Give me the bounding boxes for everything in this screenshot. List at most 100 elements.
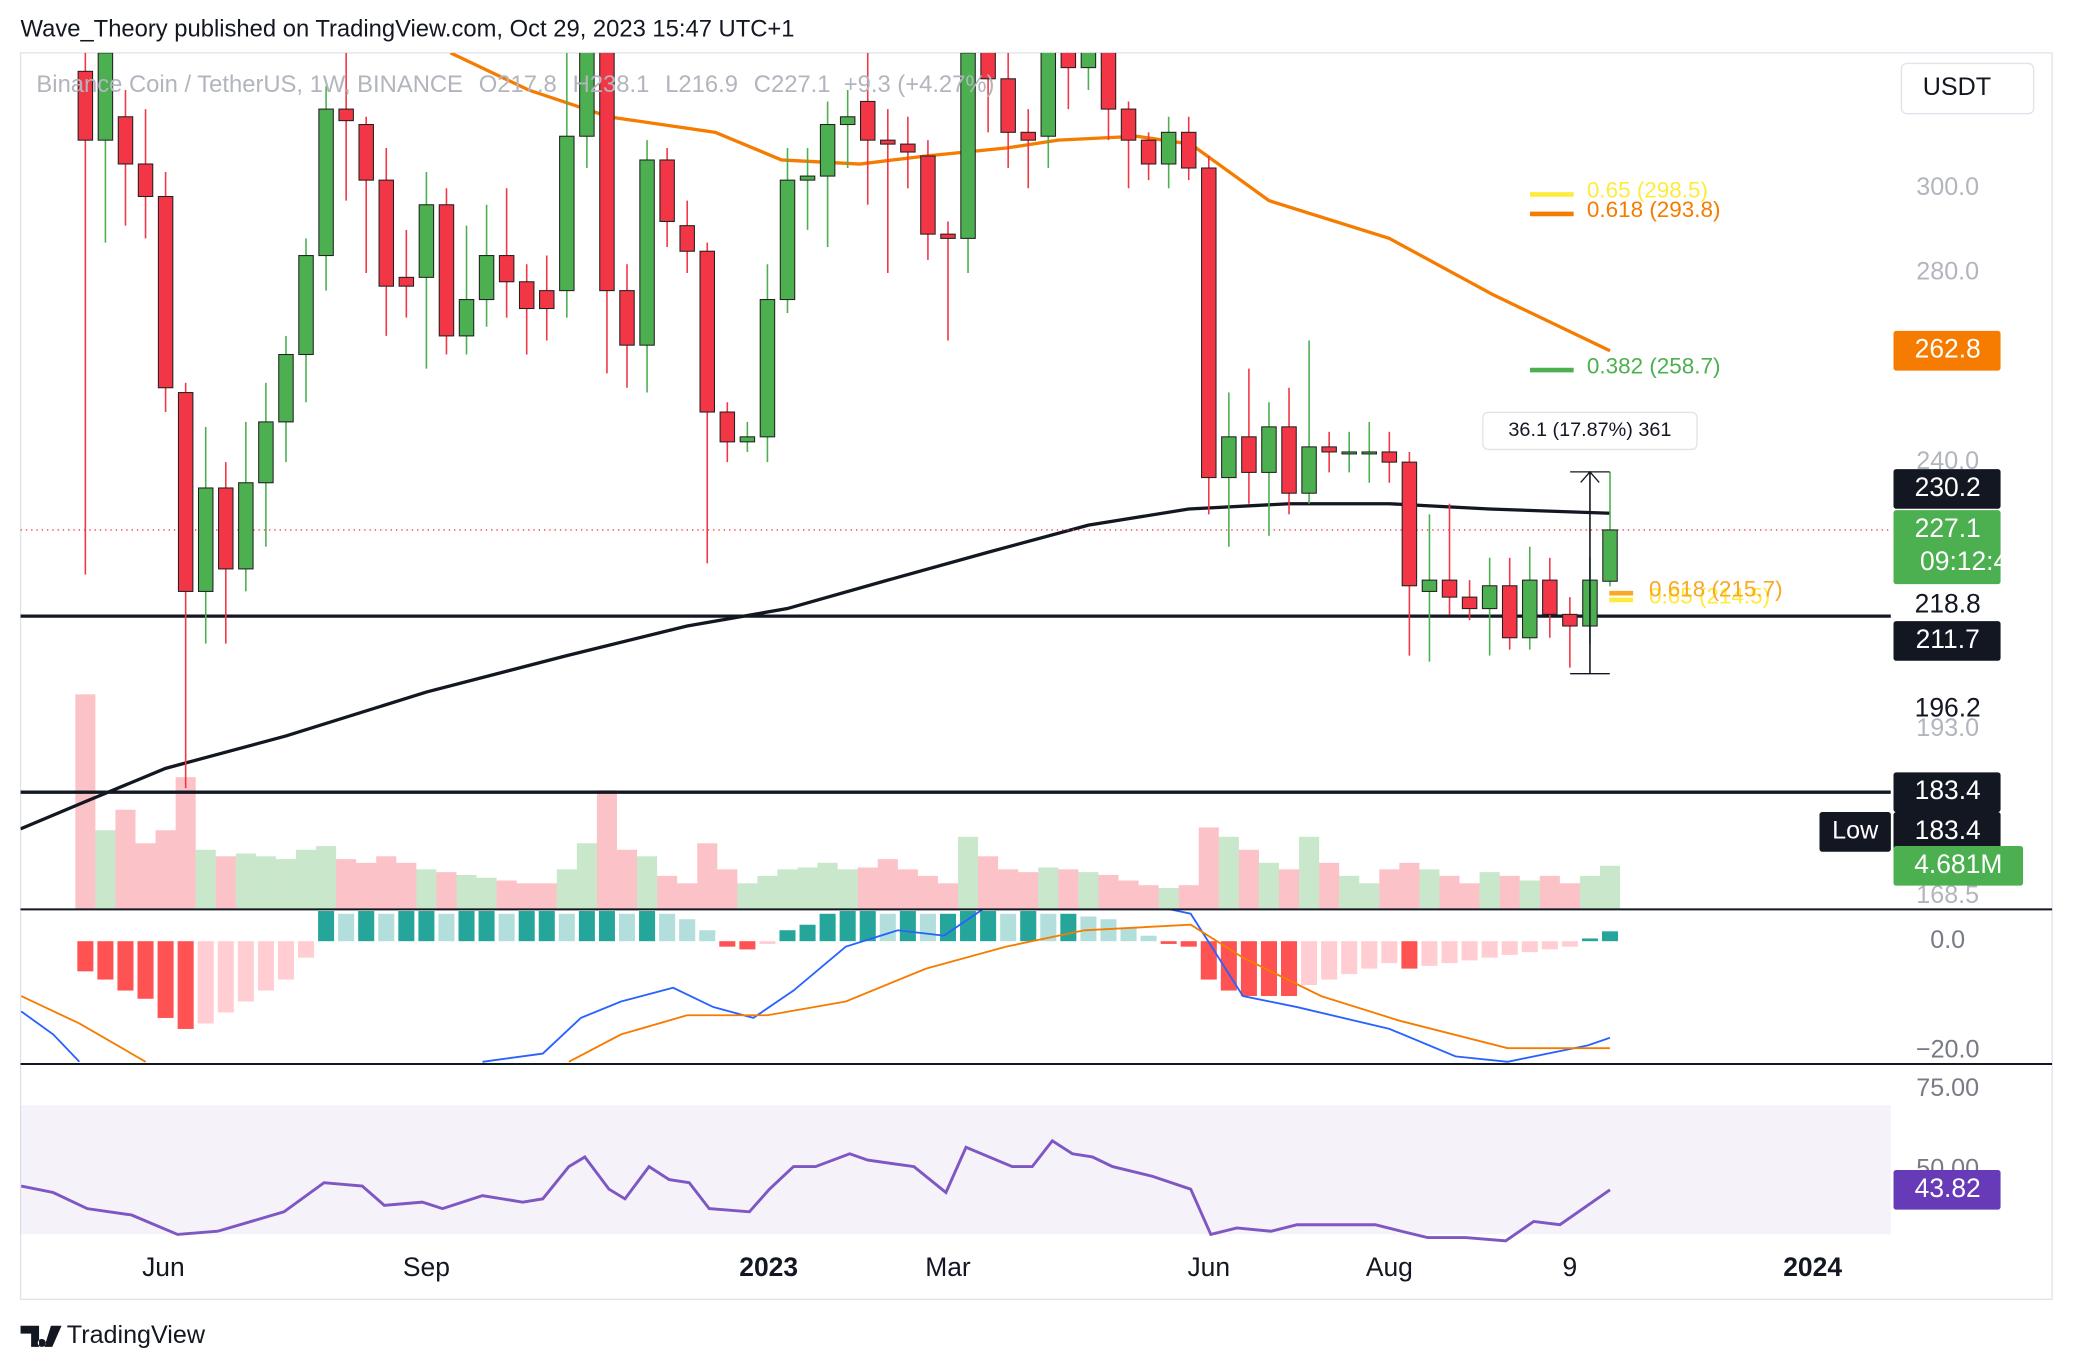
volume-bar <box>857 867 878 910</box>
candle-body <box>77 70 94 141</box>
footer: TradingView <box>67 1321 206 1349</box>
macd-histogram <box>97 941 114 980</box>
volume-bar <box>576 843 597 910</box>
volume-bar <box>1579 875 1600 910</box>
volume-bar <box>1499 875 1520 910</box>
candle-body <box>1281 426 1297 494</box>
candle-body <box>1602 529 1618 582</box>
volume-bar <box>1198 827 1219 910</box>
candle-body <box>1321 446 1337 453</box>
x-tick-label: Jun <box>1187 1252 1230 1282</box>
macd-histogram <box>197 941 214 1024</box>
candle-body <box>1461 596 1478 610</box>
legend-key: H <box>573 71 590 98</box>
candle-body <box>920 155 936 235</box>
macd-histogram <box>1240 941 1257 997</box>
candle-body <box>177 392 194 592</box>
volume-bar <box>1559 883 1580 910</box>
header: Wave_Theory published on TradingView.com… <box>21 16 795 43</box>
macd-histogram <box>237 941 254 1002</box>
legend-key: L <box>665 71 678 98</box>
volume-bar <box>115 809 136 910</box>
legend-key: C <box>754 71 771 98</box>
volume-bar <box>476 877 497 910</box>
candle-body <box>1441 579 1458 598</box>
macd-histogram <box>358 911 375 942</box>
volume-bar <box>637 856 658 910</box>
candle-body <box>1180 131 1197 169</box>
macd-histogram <box>1200 941 1217 980</box>
volume-bar <box>295 849 317 910</box>
macd-histogram <box>1000 913 1017 942</box>
macd-histogram <box>1140 935 1157 942</box>
countdown: 09:12:44 <box>1920 546 2023 576</box>
macd-histogram <box>1581 938 1598 942</box>
macd-line <box>20 909 1611 1063</box>
fib-label: 0.65 (298.5) <box>1587 178 1708 203</box>
candle-body <box>458 299 475 337</box>
candle-body <box>1361 451 1378 455</box>
candle-body <box>1522 579 1538 639</box>
legend-key: O <box>479 71 498 98</box>
volume-bar <box>837 869 858 910</box>
candle-body <box>1341 451 1357 455</box>
macd-histogram <box>1020 911 1037 942</box>
currency[interactable]: USDT <box>1923 73 1991 101</box>
macd-histogram <box>318 911 335 942</box>
macd-histogram <box>1080 916 1097 942</box>
candle-body <box>238 482 254 570</box>
candle-body <box>599 52 615 292</box>
macd-histogram <box>739 941 756 950</box>
rsi-label: 43.82 <box>1915 1173 1981 1203</box>
volume-bar <box>757 875 778 910</box>
candle-body <box>117 116 134 165</box>
axis-label-box <box>1893 510 2001 585</box>
macd-histogram <box>117 941 134 991</box>
candle-body <box>97 52 114 141</box>
currency-box[interactable] <box>1900 62 2035 115</box>
volume-bar <box>1058 869 1079 910</box>
volume-bar <box>356 862 377 910</box>
macd-histogram <box>1521 941 1538 953</box>
measure-label: 36.1 (17.87%) 361 <box>1508 419 1671 441</box>
candle-body <box>900 143 916 153</box>
volume-bar <box>1018 872 1039 910</box>
legend-value: 217.8 <box>497 71 557 98</box>
volume-bar <box>516 883 537 910</box>
candle-body <box>418 204 435 278</box>
volume-bar <box>135 843 156 910</box>
x-tick-label: 9 <box>1563 1252 1578 1282</box>
volume-bar <box>1278 869 1300 910</box>
macd-histogram <box>398 911 415 942</box>
volume-bar <box>396 862 417 910</box>
candle-body <box>338 108 354 122</box>
candle-body <box>197 487 214 592</box>
volume-bar <box>1319 862 1340 910</box>
volume-bar <box>1038 867 1059 910</box>
candle-body <box>378 179 395 287</box>
candle-body <box>1261 426 1277 473</box>
macd-histogram <box>1541 941 1558 950</box>
macd-histogram <box>558 913 575 942</box>
volume-bar <box>616 849 638 910</box>
axis-label-box <box>1893 330 2001 371</box>
macd-histogram <box>1180 941 1197 947</box>
candle-body <box>759 299 776 438</box>
macd-histogram <box>699 930 716 942</box>
measure-arrow <box>1580 470 1600 483</box>
fib-label: 0.618 (215.7) <box>1649 576 1783 601</box>
macd-histogram <box>77 941 94 972</box>
candle-body <box>1421 579 1438 592</box>
macd-histogram <box>1561 941 1578 947</box>
axis-label-box <box>1893 621 2001 661</box>
volume-bar <box>496 880 517 910</box>
macd-histogram <box>598 911 615 942</box>
candle-body <box>659 159 675 222</box>
volume-label-box <box>1893 845 2024 886</box>
volume-bar <box>1519 880 1540 910</box>
moving-average <box>20 502 1611 831</box>
volume-bar <box>817 862 838 910</box>
candle-body <box>1060 52 1077 69</box>
macd-histogram <box>1461 941 1478 961</box>
volume-bar <box>958 836 979 910</box>
